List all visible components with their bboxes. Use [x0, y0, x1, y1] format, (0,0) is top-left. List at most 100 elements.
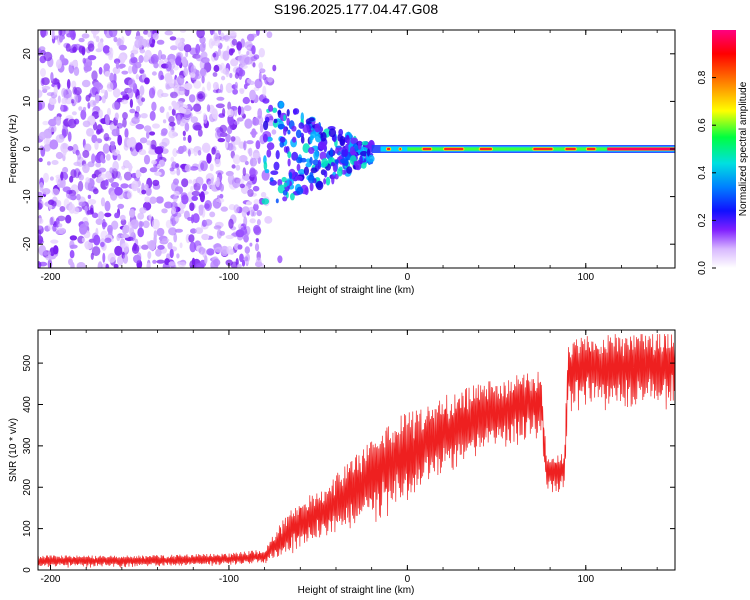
spectrogram-cell — [224, 140, 229, 149]
spectrogram-cell — [154, 171, 162, 176]
spectrogram-cell — [133, 242, 137, 251]
spectrogram-cell — [150, 139, 157, 150]
spectrogram-cell — [165, 61, 172, 72]
spectrogram-cell — [139, 48, 146, 54]
spectrogram-cell — [95, 162, 101, 168]
spectrogram-cell — [235, 164, 241, 171]
spectrogram-cell — [91, 212, 99, 219]
spectrogram-cell — [164, 201, 173, 209]
spectrogram-cell — [228, 30, 237, 37]
spectrogram-cell — [300, 135, 305, 144]
spectrogram-cell — [122, 253, 129, 264]
spectrogram-cell — [244, 246, 250, 254]
spectrogram-cell — [188, 179, 193, 184]
spectrogram-cell — [50, 72, 54, 82]
spectrogram-cell — [118, 44, 128, 51]
spectrogram-cell — [65, 214, 72, 224]
spectrogram-cell — [366, 154, 375, 163]
spectrogram-cell — [134, 35, 144, 41]
spectrogram-cell — [249, 167, 256, 178]
spectrogram-cell — [122, 160, 131, 169]
spectrogram-cell — [210, 260, 219, 268]
spectrogram-cell — [38, 157, 43, 163]
spectrogram-cell — [318, 141, 327, 150]
spectrogram-cell — [52, 245, 59, 255]
spectrogram-cell — [264, 216, 273, 224]
spectrogram-cell — [179, 107, 187, 114]
spectrogram-cell — [176, 114, 181, 125]
spectrogram-cell — [248, 147, 253, 157]
x-tick-label: -100 — [219, 574, 239, 585]
spectrogram-cell — [212, 81, 219, 90]
spectrogram-cell — [144, 77, 150, 85]
spectrogram-cell — [291, 151, 299, 161]
spectrogram-cell — [259, 123, 264, 133]
spectrogram-cell — [204, 203, 210, 209]
spectrogram-cell — [349, 146, 355, 156]
spectrogram-cell — [112, 160, 119, 172]
spectrogram-cell — [52, 224, 57, 232]
spectrogram-cell — [119, 175, 123, 181]
spectrogram-cell — [101, 158, 106, 164]
spectrogram-cell — [150, 53, 159, 65]
spectrogram-cell — [78, 201, 86, 207]
tone-hot-segment-core — [479, 147, 492, 151]
spectrogram-cell — [108, 30, 118, 38]
spectrogram-y-label: Frequency (Hz) — [8, 115, 19, 184]
spectrogram-cell — [219, 83, 224, 94]
spectrogram-cell — [214, 158, 222, 168]
spectrogram-cell — [266, 31, 273, 39]
spectrogram-cell — [350, 137, 359, 145]
spectrogram-cell — [338, 128, 344, 136]
spectrogram-cell — [90, 252, 94, 260]
spectrogram-cell — [144, 49, 152, 60]
spectrogram-cell — [176, 168, 181, 176]
spectrogram-cell — [149, 131, 156, 136]
spectrogram-cell — [105, 263, 109, 268]
spectrogram-cell — [247, 189, 254, 197]
spectrogram-cell — [129, 208, 136, 218]
spectrogram-cell — [187, 216, 193, 221]
spectrogram-cell — [189, 202, 195, 212]
spectrogram-cell — [164, 258, 170, 266]
spectrogram-cell — [40, 146, 46, 157]
spectrogram-cell — [139, 167, 147, 174]
spectrogram-cell — [256, 30, 260, 36]
spectrogram-cell — [288, 171, 293, 179]
y-tick-label: 300 — [22, 437, 33, 454]
spectrogram-cell — [273, 118, 278, 124]
spectrogram-cell — [103, 133, 110, 142]
spectrogram-cell — [149, 110, 156, 121]
spectrogram-cell — [337, 168, 343, 177]
spectrogram-cell — [239, 58, 246, 68]
spectrogram-cell — [346, 166, 353, 174]
spectrogram-cell — [191, 190, 201, 197]
spectrogram-cell — [225, 133, 231, 143]
spectrogram-cell — [172, 195, 178, 203]
spectrogram-cell — [139, 221, 144, 227]
spectrogram-cell — [198, 205, 204, 216]
spectrogram-cell — [87, 194, 92, 199]
spectrogram-cell — [204, 255, 208, 264]
spectrogram-cell — [200, 162, 205, 170]
spectrogram-cell — [55, 59, 62, 69]
spectrogram-cell — [150, 43, 155, 48]
spectrogram-cell — [329, 147, 334, 158]
spectrogram-cell — [181, 178, 189, 188]
spectrogram-cell — [151, 218, 160, 230]
spectrogram-cell — [152, 33, 159, 40]
spectrogram-cell — [152, 179, 160, 187]
spectrogram-cell — [69, 240, 75, 250]
spectrogram-cell — [266, 142, 275, 151]
spectrogram-cell — [209, 211, 216, 218]
spectrogram-cell — [134, 61, 142, 69]
spectrogram-cell — [244, 256, 249, 262]
spectrogram-cell — [42, 30, 48, 37]
spectrogram-cell — [104, 179, 109, 187]
spectrogram-cell — [47, 258, 53, 268]
spectrogram-cell — [256, 219, 261, 226]
spectrogram-cell — [170, 156, 175, 163]
spectrogram-cell — [262, 98, 270, 104]
spectrogram-cell — [87, 55, 97, 61]
spectrogram-cell — [68, 203, 76, 214]
